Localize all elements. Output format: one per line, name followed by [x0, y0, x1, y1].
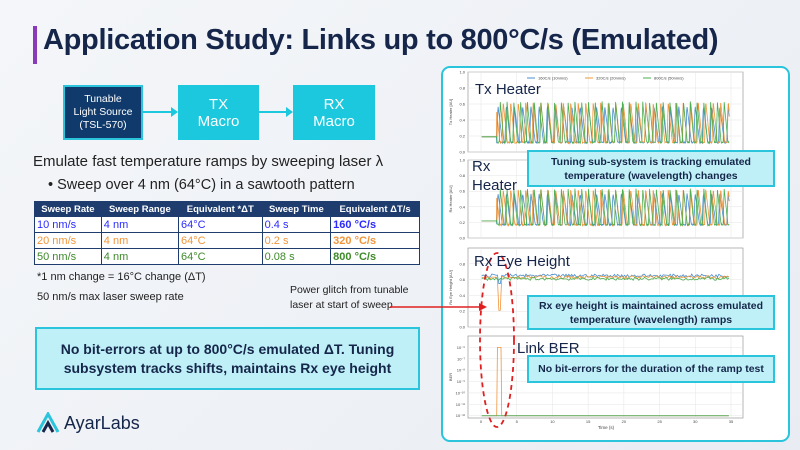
arrow-icon	[143, 107, 178, 117]
footnote: 50 nm/s max laser sweep rate	[37, 291, 184, 303]
y-tick-label: 1.0	[459, 70, 465, 75]
table-cell: 4 nm	[100, 216, 179, 233]
y-tick-label: 0.0	[459, 236, 465, 241]
glitch-highlight-ellipse	[479, 252, 515, 428]
table-cell: 0.08 s	[261, 248, 332, 265]
x-tick-label: 15	[586, 419, 591, 424]
y-tick-label: 0.2	[459, 309, 465, 314]
table-cell: 0.2 s	[261, 232, 332, 249]
y-tick-label: 0.0	[459, 150, 465, 155]
y-tick-label: 0.6	[459, 189, 465, 194]
y-tick-label: 10⁻⁶	[457, 345, 466, 350]
subplot-title-tx: Tx Heater	[475, 81, 541, 98]
x-tick-label: 25	[657, 419, 662, 424]
y-tick-label: 10⁻⁸	[457, 368, 466, 373]
y-tick-label: 1.0	[459, 158, 465, 163]
sweep-table: Sweep Rate Sweep Range Equivalent *ΔT Sw…	[34, 201, 420, 265]
y-tick-label: 10⁻¹¹	[456, 402, 466, 407]
rx-macro-block: RX Macro	[293, 85, 375, 140]
series-line-1	[481, 106, 730, 145]
subplot-title-ber: Link BER	[517, 340, 580, 357]
eye-annotation: Rx eye height is maintained across emula…	[527, 295, 775, 330]
col-header: Sweep Range	[100, 201, 179, 217]
y-axis-label: Tx Heater [AU]	[448, 99, 453, 125]
x-tick-label: 20	[622, 419, 627, 424]
legend-label: 160C/s (10nm/s)	[538, 76, 568, 81]
col-header: Sweep Time	[261, 201, 332, 217]
table-row: 50 nm/s 4 nm 64°C 0.08 s 800 °C/s	[34, 248, 420, 265]
legend-label: 320C/s (20nm/s)	[596, 76, 626, 81]
y-tick-label: 10⁻¹⁰	[456, 390, 466, 395]
series-line-3	[481, 188, 730, 227]
tunable-light-source-block: Tunable Light Source (TSL-570)	[63, 85, 143, 140]
y-axis-label: BER	[448, 373, 453, 381]
y-tick-label: 0.8	[459, 261, 465, 266]
subplot-title-rx: Rx Heater	[472, 158, 518, 194]
col-header: Sweep Rate	[34, 201, 102, 217]
y-tick-label: 0.8	[459, 86, 465, 91]
y-tick-label: 0.6	[459, 102, 465, 107]
y-tick-label: 0.6	[459, 277, 465, 282]
tx-macro-block: TX Macro	[178, 85, 259, 140]
footnote: *1 nm change = 16°C change (ΔT)	[37, 271, 206, 283]
table-cell: 160 °C/s	[330, 216, 420, 233]
x-axis-label: Time (s)	[598, 425, 615, 430]
y-tick-label: 0.4	[459, 293, 465, 298]
y-tick-label: 0.4	[459, 204, 465, 209]
y-tick-label: 0.4	[459, 118, 465, 123]
logo-icon	[36, 412, 60, 433]
series-line-1	[481, 193, 730, 227]
x-tick-label: 35	[729, 419, 734, 424]
tuning-annotation: Tuning sub-system is tracking emulated t…	[527, 150, 775, 187]
title-accent-bar	[33, 26, 37, 64]
table-cell: 50 nm/s	[34, 248, 102, 265]
col-header: Equivalent ΔT/s	[330, 201, 420, 217]
y-tick-label: 10⁻¹²	[456, 413, 466, 418]
x-tick-label: 5	[516, 419, 519, 424]
series-line-3	[481, 276, 730, 282]
page-title: Application Study: Links up to 800°C/s (…	[43, 24, 719, 56]
ayarlabs-logo: AyarLabs	[36, 412, 140, 434]
glitch-note: Power glitch from tunable laser at start…	[290, 284, 409, 311]
y-tick-label: 10⁻⁷	[457, 356, 466, 361]
y-tick-label: 0.2	[459, 134, 465, 139]
table-cell: 64°C	[177, 232, 263, 249]
table-cell: 800 °C/s	[330, 248, 420, 265]
arrow-icon	[259, 107, 293, 117]
summary-callout: No bit-errors at up to 800°C/s emulated …	[35, 327, 420, 390]
y-tick-label: 10⁻⁹	[457, 379, 466, 384]
intro-text: Emulate fast temperature ramps by sweepi…	[33, 153, 384, 170]
arrow-head-icon	[479, 303, 487, 311]
table-cell: 64°C	[177, 248, 263, 265]
legend-label: 800C/s (50nm/s)	[654, 76, 684, 81]
table-cell: 0.4 s	[261, 216, 332, 233]
table-row: 10 nm/s 4 nm 64°C 0.4 s 160 °C/s	[34, 216, 420, 233]
col-header: Equivalent *ΔT	[177, 201, 263, 217]
series-line-2	[481, 274, 730, 311]
bullet-text: • Sweep over 4 nm (64°C) in a sawtooth p…	[48, 177, 355, 193]
table-cell: 64°C	[177, 216, 263, 233]
y-axis-label: Rx Eye Height [AU]	[448, 270, 453, 304]
y-tick-label: 0.2	[459, 220, 465, 225]
table-cell: 4 nm	[100, 248, 179, 265]
ber-annotation: No bit-errors for the duration of the ra…	[527, 355, 775, 383]
x-tick-label: 30	[693, 419, 698, 424]
table-cell: 320 °C/s	[330, 232, 420, 249]
subplot-title-eye: Rx Eye Height	[474, 253, 570, 270]
logo-text: AyarLabs	[64, 412, 140, 433]
y-tick-label: 0.8	[459, 173, 465, 178]
y-axis-label: Rx Heater [AU]	[448, 186, 453, 213]
y-tick-label: 0.0	[459, 325, 465, 330]
series-line-3	[481, 101, 730, 145]
table-cell: 20 nm/s	[34, 232, 102, 249]
table-cell: 10 nm/s	[34, 216, 102, 233]
table-row: 20 nm/s 4 nm 64°C 0.2 s 320 °C/s	[34, 232, 420, 249]
x-tick-label: 10	[550, 419, 555, 424]
x-tick-label: 0	[480, 419, 483, 424]
table-cell: 4 nm	[100, 232, 179, 249]
